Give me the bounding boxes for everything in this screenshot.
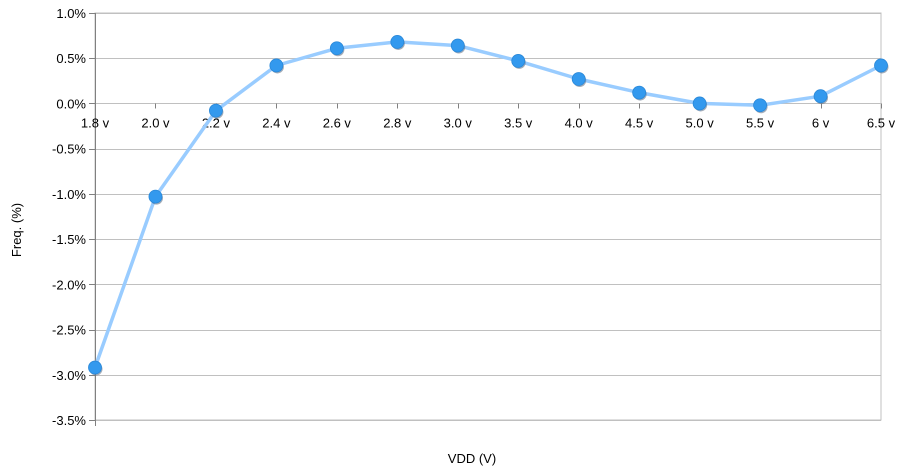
data-point bbox=[148, 189, 163, 204]
x-tick-label: 6.5 v bbox=[867, 116, 896, 131]
data-point bbox=[632, 85, 647, 100]
series-group bbox=[88, 35, 889, 376]
series-line bbox=[93, 40, 883, 370]
x-tick-label: 3.0 v bbox=[444, 116, 473, 131]
data-point bbox=[329, 41, 344, 56]
x-tick-label: 2.0 v bbox=[141, 116, 170, 131]
x-tick-label: 6 v bbox=[812, 116, 830, 131]
y-tick-label: -2.5% bbox=[52, 323, 86, 338]
plot-border bbox=[94, 12, 882, 421]
x-tick-label: 4.0 v bbox=[565, 116, 594, 131]
x-tick-label: 2.6 v bbox=[323, 116, 352, 131]
x-tick-label: 4.5 v bbox=[625, 116, 654, 131]
y-axis-label: Freq. (%) bbox=[9, 203, 24, 257]
x-tick-label: 3.5 v bbox=[504, 116, 533, 131]
y-tick-labels: 1.0% 0.5% 0.0% -0.5% -1.0% -1.5% -2.0% -2.5% -3.… bbox=[52, 6, 86, 428]
x-tick-label: 1.8 v bbox=[81, 116, 110, 131]
y-tick-label: 0.0% bbox=[56, 96, 86, 111]
y-tick-label: -1.0% bbox=[52, 187, 86, 202]
y-tick-label: -3.0% bbox=[52, 368, 86, 383]
data-point bbox=[209, 103, 223, 118]
y-tick-label: -1.5% bbox=[52, 232, 86, 247]
data-point bbox=[450, 38, 465, 53]
y-tick-label: -3.5% bbox=[52, 413, 86, 428]
data-point bbox=[88, 360, 102, 375]
data-point bbox=[874, 58, 888, 73]
data-point bbox=[571, 72, 586, 86]
data-point bbox=[269, 58, 284, 73]
x-tick-label: 2.4 v bbox=[262, 116, 291, 131]
data-point bbox=[692, 96, 707, 111]
data-point bbox=[753, 98, 767, 113]
data-point bbox=[511, 54, 526, 68]
y-tick-label: -0.5% bbox=[52, 142, 86, 157]
y-tick-label: 0.5% bbox=[56, 51, 86, 66]
data-point bbox=[390, 35, 405, 49]
y-tick-label: 1.0% bbox=[56, 6, 86, 21]
x-axis-label: VDD (V) bbox=[448, 451, 496, 466]
x-tick-label: 5.0 v bbox=[686, 116, 715, 131]
y-tick-label: -2.0% bbox=[52, 277, 86, 292]
data-point bbox=[813, 89, 828, 104]
x-tick-label: 2.8 v bbox=[383, 116, 412, 131]
grid-lines bbox=[89, 12, 882, 426]
x-tick-label: 5.5 v bbox=[746, 116, 775, 131]
